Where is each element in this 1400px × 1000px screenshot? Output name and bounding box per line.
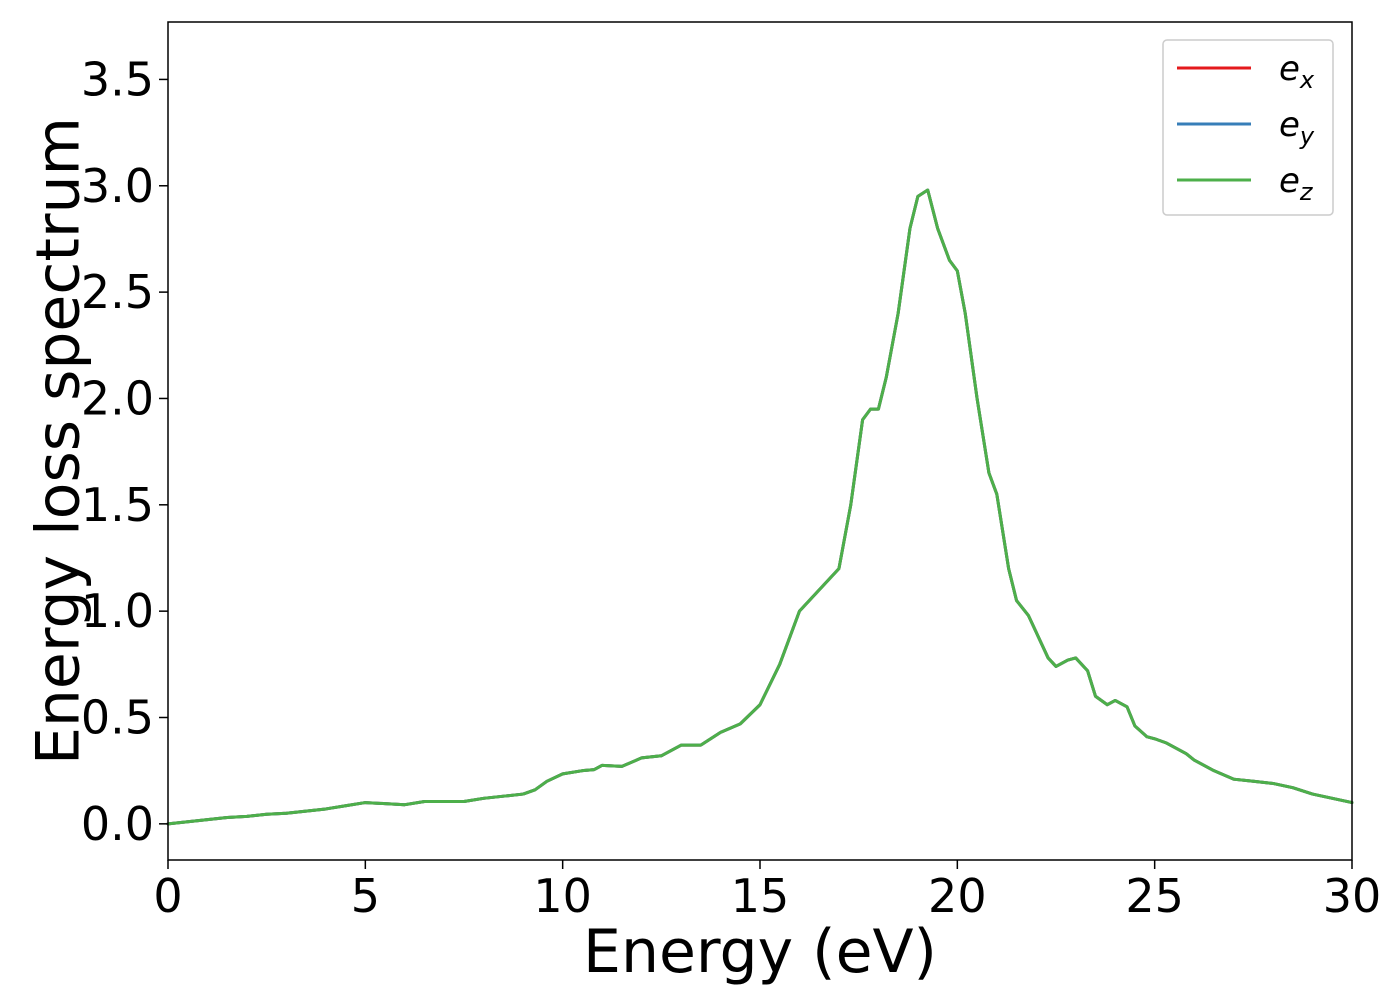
legend-label-e-x: ex	[1279, 49, 1315, 94]
y-tick-label: 1.5	[81, 478, 154, 532]
series-layer	[166, 188, 1354, 826]
y-tick-label: 0.0	[81, 797, 154, 851]
y-tick-label: 2.5	[81, 265, 154, 319]
y-axis-label: Energy loss spectrum	[24, 117, 94, 765]
x-axis-ticks: 0 5 10 15 20 25 30	[153, 860, 1381, 923]
legend-label-base: e	[1279, 105, 1300, 145]
legend-box	[1162, 39, 1334, 216]
series-line-e-z	[166, 188, 1354, 826]
x-tick-label: 15	[731, 869, 790, 923]
y-tick-label: 3.5	[81, 52, 154, 106]
x-tick-label: 25	[1125, 869, 1184, 923]
x-axis-label: Energy (eV)	[583, 917, 937, 987]
legend-label-e-y: ey	[1279, 105, 1315, 150]
x-tick-label: 30	[1323, 869, 1382, 923]
legend-label-sub: y	[1299, 122, 1315, 150]
x-tick-label: 0	[153, 869, 182, 923]
y-tick-label: 3.0	[81, 159, 154, 213]
legend-label-sub: x	[1299, 66, 1315, 94]
legend-label-base: e	[1279, 161, 1300, 201]
y-axis-ticks: 0.0 0.5 1.0 1.5 2.0 2.5 3.0 3.5	[81, 52, 168, 851]
legend-label-sub: z	[1299, 178, 1314, 206]
x-tick-label: 20	[928, 869, 987, 923]
y-tick-label: 1.0	[81, 584, 154, 638]
legend-label-base: e	[1279, 49, 1300, 89]
legend-label-e-z: ez	[1279, 161, 1314, 206]
x-tick-label: 5	[351, 869, 380, 923]
y-tick-label: 0.5	[81, 690, 154, 744]
y-tick-label: 2.0	[81, 371, 154, 425]
x-tick-label: 10	[533, 869, 592, 923]
